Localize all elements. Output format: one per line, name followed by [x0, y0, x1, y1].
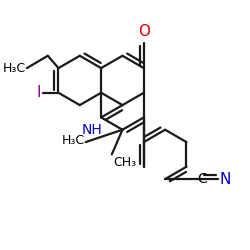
Text: O: O — [138, 24, 150, 39]
Text: N: N — [220, 172, 231, 186]
Text: CH₃: CH₃ — [113, 156, 136, 168]
Text: I: I — [37, 85, 41, 100]
Text: H₃C: H₃C — [2, 62, 26, 74]
Text: C: C — [197, 172, 207, 186]
Text: H₃C: H₃C — [62, 134, 84, 147]
Text: NH: NH — [81, 123, 102, 137]
